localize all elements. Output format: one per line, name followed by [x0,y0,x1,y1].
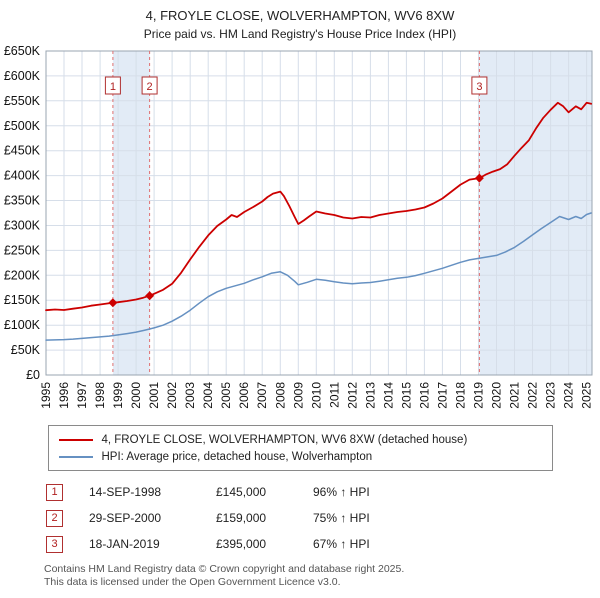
svg-text:2025: 2025 [580,382,594,409]
sales-table: 1 14-SEP-1998 £145,000 96% ↑ HPI 2 29-SE… [46,479,600,557]
svg-text:2023: 2023 [544,382,558,409]
svg-text:2017: 2017 [435,382,449,409]
legend-item-property: 4, FROYLE CLOSE, WOLVERHAMPTON, WV6 8XW … [58,431,542,448]
svg-text:1999: 1999 [111,382,125,409]
sale-1-date: 14-SEP-1998 [89,485,162,499]
svg-text:£350K: £350K [4,194,41,208]
page-title: 4, FROYLE CLOSE, WOLVERHAMPTON, WV6 8XW [145,8,455,23]
svg-text:2: 2 [147,81,153,93]
svg-text:£550K: £550K [4,94,41,108]
svg-text:1995: 1995 [39,382,53,409]
license-line-1: Contains HM Land Registry data © Crown c… [44,563,405,575]
svg-text:£300K: £300K [4,219,41,233]
svg-text:1997: 1997 [75,382,89,409]
svg-text:2006: 2006 [237,382,251,409]
license-line-2: This data is licensed under the Open Gov… [44,576,341,589]
svg-text:1996: 1996 [57,382,71,409]
svg-text:1998: 1998 [93,382,107,409]
sale-1-hpi-delta: 96% ↑ HPI [313,485,370,499]
svg-text:2020: 2020 [490,382,504,409]
svg-text:2015: 2015 [399,382,413,409]
sale-3-number-badge: 3 [46,535,63,553]
svg-text:2003: 2003 [183,382,197,409]
svg-text:£100K: £100K [4,318,41,332]
sale-row-3: 3 18-JAN-2019 £395,000 67% ↑ HPI [46,531,600,557]
sale-3-hpi-delta: 67% ↑ HPI [313,537,370,551]
price-history-chart: 1 2 3 £0 £50K £100K £150K £200K £250K £300K £350K £… [4,44,594,409]
legend-label-hpi: HPI: Average price, detached house, Wolv… [101,450,373,463]
sale-3-date: 18-JAN-2019 [89,537,160,551]
svg-text:2000: 2000 [129,382,143,409]
svg-text:3: 3 [476,81,482,93]
legend-item-hpi: HPI: Average price, detached house, Wolv… [58,448,542,465]
svg-text:2013: 2013 [363,382,377,409]
page-subtitle: Price paid vs. HM Land Registry's House … [143,27,457,41]
license-footer: Contains HM Land Registry data © Crown c… [44,563,600,589]
hpi-line-swatch [58,455,93,458]
svg-text:£150K: £150K [4,293,41,307]
svg-text:2012: 2012 [345,382,359,409]
svg-text:2008: 2008 [273,382,287,409]
svg-text:2005: 2005 [219,382,233,409]
svg-text:2022: 2022 [526,382,540,409]
sale-row-2: 2 29-SEP-2000 £159,000 75% ↑ HPI [46,505,600,531]
svg-text:1: 1 [110,81,116,93]
sale-3-price: £395,000 [216,537,267,551]
svg-text:2014: 2014 [381,382,395,409]
svg-text:£600K: £600K [4,69,41,83]
svg-text:£0: £0 [26,368,40,382]
sale-1-number-badge: 1 [46,483,63,501]
svg-text:2019: 2019 [472,382,486,409]
svg-text:£250K: £250K [4,243,41,257]
sale-row-1: 1 14-SEP-1998 £145,000 96% ↑ HPI [46,479,600,505]
svg-text:2016: 2016 [417,382,431,409]
svg-text:£500K: £500K [4,119,41,133]
svg-text:£450K: £450K [4,144,41,158]
legend-label-property: 4, FROYLE CLOSE, WOLVERHAMPTON, WV6 8XW … [101,433,468,446]
svg-text:£650K: £650K [4,44,41,58]
svg-text:£400K: £400K [4,169,41,183]
svg-text:2021: 2021 [508,382,522,409]
sale-2-number-badge: 2 [46,509,63,527]
sale-1-price: £145,000 [216,485,267,499]
sale-2-date: 29-SEP-2000 [89,511,162,525]
svg-text:2011: 2011 [327,382,341,408]
svg-text:2018: 2018 [454,382,468,409]
svg-text:2002: 2002 [165,382,179,409]
chart-legend: 4, FROYLE CLOSE, WOLVERHAMPTON, WV6 8XW … [47,425,553,471]
svg-text:2007: 2007 [255,382,269,409]
svg-text:2009: 2009 [291,382,305,409]
svg-text:£50K: £50K [11,343,41,357]
property-line-swatch [58,438,93,441]
svg-text:£200K: £200K [4,268,41,282]
svg-text:2024: 2024 [562,382,576,409]
sale-2-hpi-delta: 75% ↑ HPI [313,511,370,525]
sale-2-price: £159,000 [216,511,267,525]
svg-text:2004: 2004 [201,382,215,409]
svg-text:2001: 2001 [147,382,161,409]
svg-text:2010: 2010 [309,382,323,409]
